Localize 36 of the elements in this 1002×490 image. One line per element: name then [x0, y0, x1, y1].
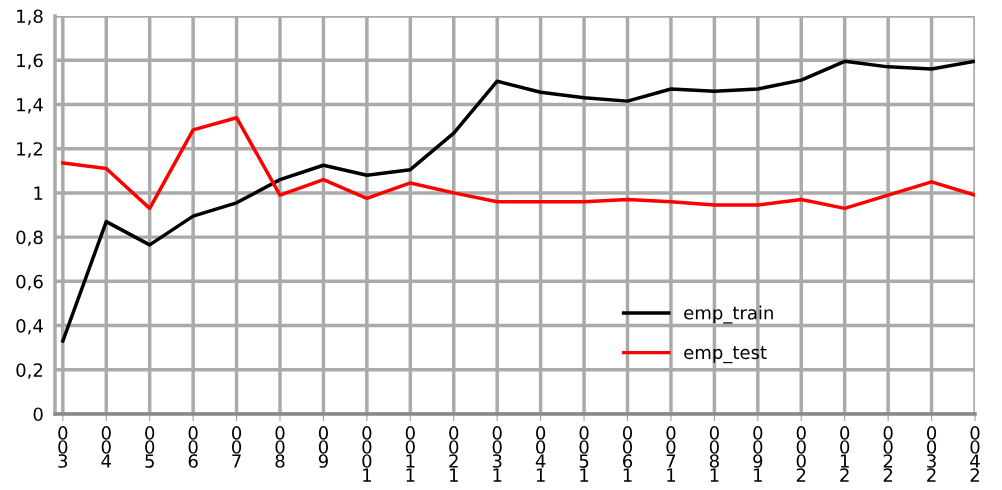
line-series — [61, 115, 975, 211]
legend-label: emp_test — [684, 346, 767, 364]
x-tick-label: 0042 — [970, 426, 980, 482]
y-tick-label: 1,6 — [17, 53, 43, 70]
legend-label: emp_train — [684, 305, 773, 324]
x-tick-label: 0002 — [796, 426, 806, 482]
y-tick-label: 1,8 — [17, 9, 43, 25]
x-tick-label: 0021 — [449, 426, 459, 482]
y-tick-label: 0,2 — [16, 363, 43, 379]
y-tick-label: 0,8 — [16, 230, 43, 247]
x-tick-label: 0032 — [927, 426, 937, 482]
x-tick-label: 007 — [232, 426, 242, 468]
x-tick-label: 0022 — [883, 426, 893, 482]
x-tick-label: 0041 — [535, 426, 546, 482]
x-tick-label: 009 — [318, 426, 328, 468]
x-tick-label: 0001 — [362, 426, 372, 482]
line-series — [61, 59, 975, 343]
x-tick-label: 0081 — [709, 426, 719, 482]
y-tick-label: 1 — [34, 186, 43, 200]
x-tick-label: 008 — [275, 426, 285, 468]
x-tick-label: 0051 — [579, 426, 589, 482]
x-tick-label: 0012 — [840, 426, 850, 482]
y-tick-label: 0,6 — [16, 274, 43, 291]
y-tick-label: 1,2 — [17, 142, 43, 158]
x-tick-label: 0031 — [492, 426, 502, 482]
y-tick-label: 1,4 — [17, 98, 43, 114]
y-tick-label: 0,4 — [16, 319, 43, 335]
x-tick-label: 006 — [188, 426, 198, 468]
x-tick-label: 004 — [101, 426, 111, 468]
x-tick-label: 0091 — [753, 426, 763, 482]
x-tick-label: 005 — [145, 426, 155, 468]
x-tick-label: 003 — [58, 426, 68, 468]
x-tick-label: 0071 — [666, 426, 676, 482]
y-tick-label: 0 — [33, 407, 43, 422]
x-tick-label: 0011 — [405, 426, 415, 482]
x-tick-label: 0061 — [622, 426, 633, 482]
